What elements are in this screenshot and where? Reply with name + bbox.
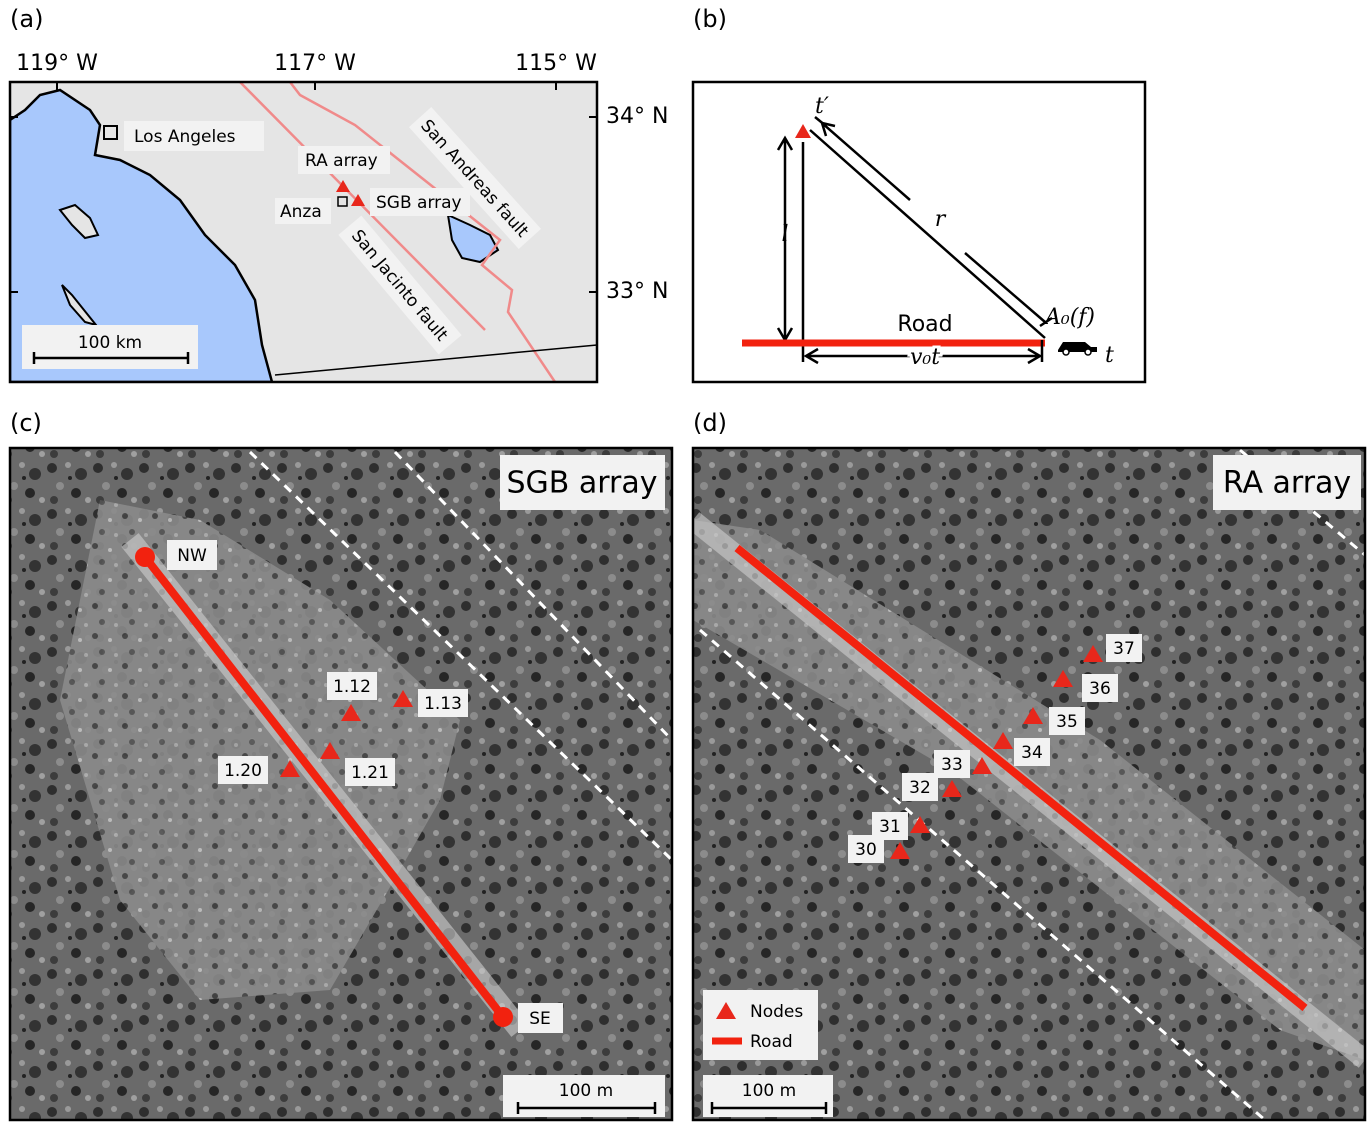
panel-label: (c) (10, 409, 42, 437)
place-label: RA array (305, 151, 378, 171)
panel-label: (b) (693, 5, 727, 33)
node-label: 30 (855, 840, 877, 860)
node-label: 34 (1021, 743, 1043, 763)
panel-label: (a) (10, 5, 43, 33)
node-label: 1.13 (424, 694, 462, 714)
place-label: Los Angeles (134, 127, 236, 147)
road-end (493, 1007, 513, 1027)
panel-title: RA array (1223, 466, 1351, 501)
panel-label: (d) (693, 409, 727, 437)
car-wheel (1063, 349, 1069, 355)
math-label: l (781, 222, 788, 247)
math-label: t′ (815, 94, 829, 119)
place-label: SGB array (376, 193, 462, 213)
lat-label: 34° N (606, 104, 668, 129)
node-label: 36 (1089, 679, 1111, 699)
node-label: 1.20 (224, 761, 262, 781)
math-label: v₀t (910, 345, 940, 370)
figure: (a) 119° W 117° W 115° W 34° N 33° N Los… (0, 0, 1372, 1123)
math-label: t (1105, 343, 1114, 368)
node-label: 1.12 (333, 677, 371, 697)
car-wheel (1085, 349, 1091, 355)
math-label: r (935, 207, 947, 232)
aerial-image (10, 448, 672, 1120)
legend-label: Road (750, 1032, 793, 1052)
legend-label: Nodes (750, 1002, 803, 1022)
node-label: 31 (879, 817, 901, 837)
road-end (135, 547, 155, 567)
math-label: A₀(f) (1043, 305, 1095, 330)
lon-label: 119° W (16, 51, 98, 76)
frame (693, 82, 1145, 382)
node-label: 33 (941, 755, 963, 775)
place-label: Anza (280, 202, 322, 222)
end-label: NW (177, 546, 207, 566)
node-label: 32 (909, 778, 931, 798)
end-label: SE (529, 1009, 551, 1029)
lat-label: 33° N (606, 279, 668, 304)
scale-label: 100 m (742, 1081, 796, 1101)
lon-label: 117° W (274, 51, 356, 76)
node-label: 1.21 (351, 763, 389, 783)
scale-label: 100 km (78, 333, 142, 353)
scale-label: 100 m (559, 1081, 613, 1101)
node-label: 35 (1056, 712, 1078, 732)
lon-label: 115° W (515, 51, 597, 76)
node-label: 37 (1113, 639, 1135, 659)
panel-title: SGB array (506, 466, 657, 501)
road-label: Road (897, 312, 952, 337)
